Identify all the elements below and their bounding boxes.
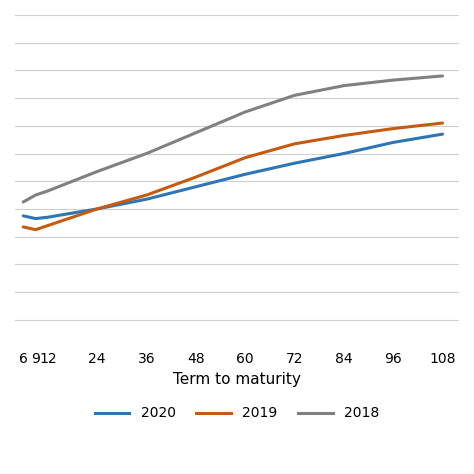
2019 xyxy=(242,155,248,161)
2019 xyxy=(391,126,396,131)
2019 xyxy=(20,224,26,230)
2020 xyxy=(45,214,51,220)
Line: 2019: 2019 xyxy=(23,123,443,230)
2018 xyxy=(144,151,149,156)
2019 xyxy=(341,133,347,138)
Legend: 2020, 2019, 2018: 2020, 2019, 2018 xyxy=(89,401,385,426)
2020 xyxy=(144,196,149,202)
2018 xyxy=(94,169,100,174)
2019 xyxy=(440,120,446,126)
2019 xyxy=(94,206,100,212)
2018 xyxy=(292,92,297,98)
2018 xyxy=(341,83,347,89)
2019 xyxy=(292,141,297,146)
Line: 2018: 2018 xyxy=(23,76,443,202)
2018 xyxy=(45,188,51,194)
2020 xyxy=(94,206,100,212)
X-axis label: Term to maturity: Term to maturity xyxy=(173,372,301,387)
2018 xyxy=(242,109,248,115)
2019 xyxy=(33,227,38,233)
Line: 2020: 2020 xyxy=(23,134,443,219)
2018 xyxy=(193,130,199,136)
2018 xyxy=(20,199,26,205)
2018 xyxy=(33,192,38,198)
2020 xyxy=(292,160,297,166)
2019 xyxy=(45,223,51,228)
2019 xyxy=(144,192,149,198)
2020 xyxy=(440,131,446,137)
2020 xyxy=(242,172,248,177)
2020 xyxy=(33,216,38,221)
2020 xyxy=(20,213,26,219)
2018 xyxy=(391,77,396,83)
2020 xyxy=(193,184,199,190)
2018 xyxy=(440,73,446,79)
2020 xyxy=(341,151,347,156)
2020 xyxy=(391,139,396,145)
2019 xyxy=(193,174,199,180)
